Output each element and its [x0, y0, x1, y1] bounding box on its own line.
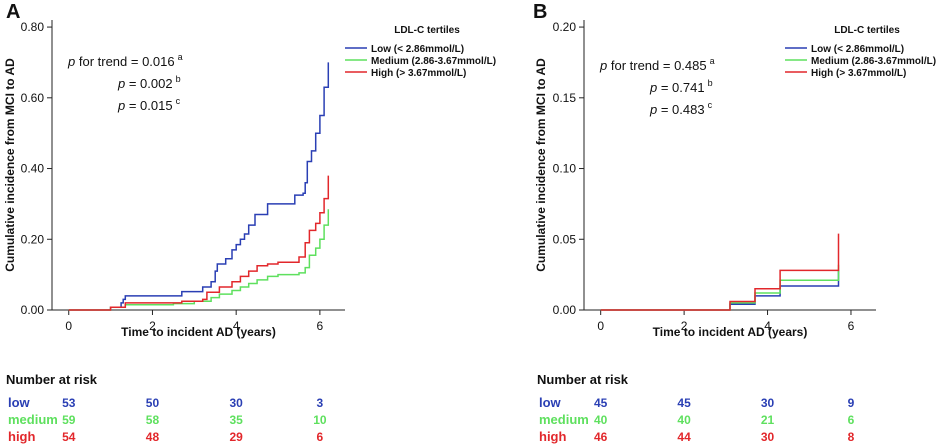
- risk-value-low: 9: [848, 396, 855, 410]
- risk-value-medium: 10: [313, 413, 327, 427]
- series-line-low: [600, 270, 840, 311]
- p-value-annotation: p = 0.015 c: [117, 96, 181, 113]
- risk-value-low: 45: [677, 396, 691, 410]
- y-tick-label: 0.40: [21, 162, 45, 176]
- legend-title: LDL-C tertiles: [834, 25, 900, 36]
- y-axis-title: Cumulative incidence from MCI to AD: [534, 58, 548, 272]
- p-value-annotation: p = 0.002 b: [117, 74, 181, 91]
- x-tick-label: 4: [233, 319, 240, 333]
- risk-value-medium: 58: [146, 413, 160, 427]
- series-line-high: [68, 175, 330, 311]
- legend-label-low: Low (< 2.86mmol/L): [811, 44, 904, 55]
- y-tick-label: 0.00: [553, 303, 577, 317]
- p-value-annotation: p = 0.483 c: [649, 100, 713, 117]
- risk-value-low: 45: [594, 396, 608, 410]
- risk-value-medium: 40: [677, 413, 691, 427]
- risk-value-medium: 59: [62, 413, 76, 427]
- p-value-annotation: p for trend = 0.485 a: [599, 56, 715, 73]
- risk-value-low: 50: [146, 396, 160, 410]
- legend-label-low: Low (< 2.86mmol/L): [371, 44, 464, 55]
- x-axis-title: Time to incident AD (years): [121, 325, 276, 339]
- risk-value-medium: 6: [848, 413, 855, 427]
- series-line-high: [600, 233, 840, 311]
- risk-value-medium: 40: [594, 413, 608, 427]
- y-tick-label: 0.15: [553, 91, 577, 105]
- risk-value-low: 3: [317, 396, 324, 410]
- risk-row-label-low: low: [539, 395, 562, 410]
- risk-value-high: 44: [677, 430, 691, 444]
- legend-title: LDL-C tertiles: [394, 25, 460, 36]
- legend-label-high: High (> 3.67mmol/L): [811, 68, 906, 79]
- y-tick-label: 0.00: [21, 303, 45, 317]
- risk-row-label-medium: medium: [539, 412, 589, 427]
- x-tick-label: 6: [317, 319, 324, 333]
- x-tick-label: 2: [681, 319, 688, 333]
- p-value-annotation: p for trend = 0.016 a: [67, 52, 183, 69]
- risk-table-header: Number at risk: [6, 372, 98, 387]
- risk-value-low: 30: [761, 396, 775, 410]
- x-tick-label: 6: [848, 319, 855, 333]
- risk-table-header: Number at risk: [537, 372, 629, 387]
- x-tick-label: 0: [65, 319, 72, 333]
- y-axis-title: Cumulative incidence from MCI to AD: [3, 58, 17, 272]
- x-tick-label: 0: [597, 319, 604, 333]
- series-line-medium: [600, 264, 840, 311]
- risk-value-low: 30: [229, 396, 243, 410]
- legend-label-medium: Medium (2.86-3.67mmol/L): [371, 56, 496, 67]
- risk-row-label-high: high: [8, 429, 35, 444]
- panel-letter: A: [6, 1, 20, 23]
- risk-value-high: 46: [594, 430, 608, 444]
- chart-panel-a: A 0.00 0.20 0.40 0.60 0.80 0 2 4 6 Time to inciden…: [3, 1, 496, 444]
- risk-value-low: 53: [62, 396, 76, 410]
- x-tick-label: 2: [149, 319, 156, 333]
- risk-value-high: 54: [62, 430, 76, 444]
- risk-value-medium: 21: [761, 413, 775, 427]
- series-line-medium: [68, 209, 330, 311]
- y-tick-label: 0.80: [21, 20, 45, 34]
- risk-row-label-high: high: [539, 429, 566, 444]
- risk-row-label-medium: medium: [8, 412, 58, 427]
- y-tick-label: 0.10: [553, 162, 577, 176]
- legend-label-medium: Medium (2.86-3.67mmol/L): [811, 56, 936, 67]
- legend-label-high: High (> 3.67mmol/L): [371, 68, 466, 79]
- risk-value-high: 48: [146, 430, 160, 444]
- x-tick-label: 4: [764, 319, 771, 333]
- risk-value-high: 30: [761, 430, 775, 444]
- risk-value-high: 29: [229, 430, 243, 444]
- risk-row-label-low: low: [8, 395, 31, 410]
- y-tick-label: 0.20: [21, 232, 45, 246]
- x-axis-title: Time to incident AD (years): [653, 325, 808, 339]
- series-line-low: [68, 62, 330, 311]
- y-tick-label: 0.05: [553, 232, 577, 246]
- y-tick-label: 0.60: [21, 91, 45, 105]
- risk-value-medium: 35: [229, 413, 243, 427]
- panel-letter: B: [533, 1, 547, 23]
- p-value-annotation: p = 0.741 b: [649, 78, 713, 95]
- y-tick-label: 0.20: [553, 20, 577, 34]
- risk-value-high: 8: [848, 430, 855, 444]
- risk-value-high: 6: [317, 430, 324, 444]
